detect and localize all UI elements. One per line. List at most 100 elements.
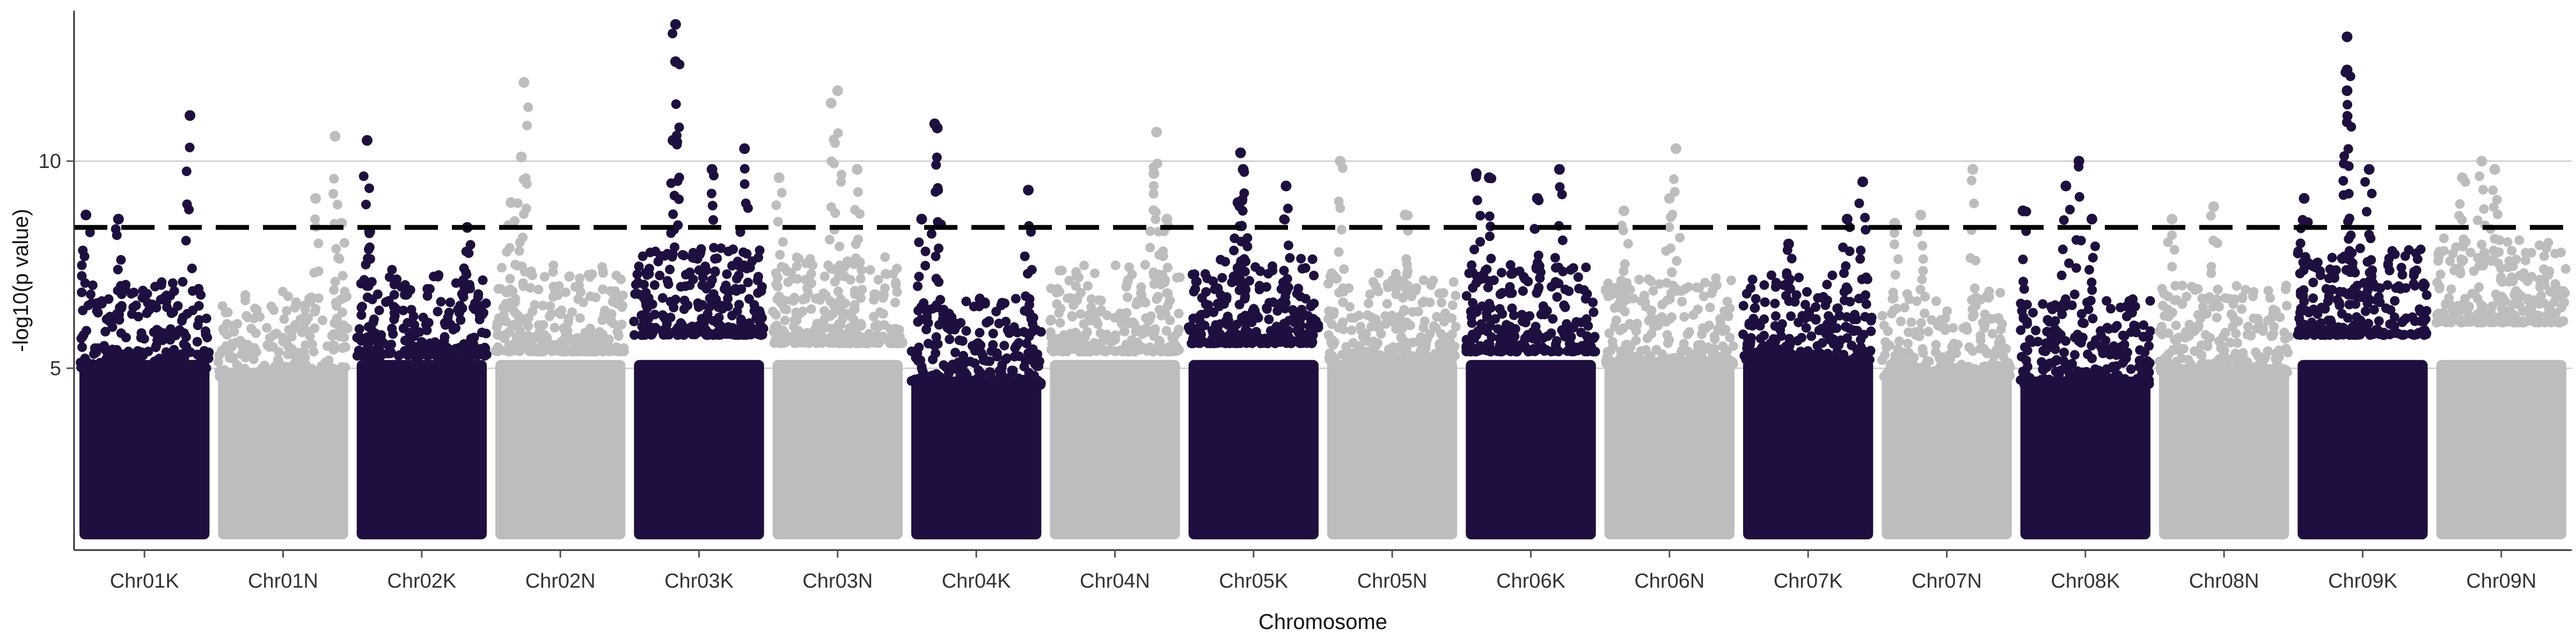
data-point	[215, 371, 225, 382]
data-point	[1287, 305, 1298, 315]
data-point	[1060, 346, 1071, 356]
data-point	[2076, 236, 2086, 246]
x-axis-title: Chromosome	[1258, 610, 1387, 634]
data-point	[2338, 175, 2348, 186]
data-point	[519, 209, 529, 219]
data-point	[2547, 287, 2557, 297]
data-point	[1532, 258, 1542, 268]
data-point	[945, 376, 955, 386]
data-point	[2390, 296, 2400, 306]
data-point	[1811, 314, 1821, 325]
data-point	[1648, 286, 1658, 296]
data-point	[408, 350, 418, 361]
peak-point	[2457, 172, 2468, 184]
data-point	[1411, 283, 1421, 293]
data-point	[2489, 202, 2499, 212]
data-point	[751, 328, 762, 339]
data-point	[1890, 270, 1900, 280]
data-point	[1667, 312, 1677, 322]
data-point	[530, 299, 540, 310]
data-point	[327, 331, 337, 341]
chromosome-chr08k-points	[2016, 156, 2155, 539]
data-point	[121, 332, 131, 342]
data-point	[840, 298, 850, 309]
data-point	[1842, 312, 1852, 322]
data-point	[1965, 253, 1975, 263]
data-point	[749, 300, 759, 310]
data-point	[842, 338, 852, 348]
point-cloud	[1188, 360, 1319, 539]
data-point	[756, 286, 766, 296]
data-point	[2346, 122, 2357, 132]
data-point	[1931, 296, 1941, 306]
data-point	[437, 350, 447, 361]
data-point	[890, 297, 901, 308]
data-point	[649, 280, 660, 290]
data-point	[2267, 313, 2277, 323]
data-point	[2461, 237, 2471, 247]
data-point	[400, 280, 410, 290]
data-point	[2293, 246, 2303, 257]
data-point	[2209, 358, 2220, 368]
data-point	[873, 275, 883, 285]
data-point	[1805, 355, 1816, 365]
data-point	[2462, 317, 2472, 327]
data-point	[402, 289, 413, 299]
data-point	[1240, 291, 1250, 302]
point-cloud	[911, 376, 1042, 539]
data-point	[1212, 338, 1223, 348]
data-point	[356, 310, 367, 320]
peak-point	[518, 77, 530, 88]
data-point	[630, 330, 640, 340]
data-point	[433, 306, 443, 317]
data-point	[539, 272, 550, 282]
data-point	[1831, 339, 1841, 349]
data-point	[738, 262, 749, 273]
data-point	[1696, 351, 1707, 361]
x-tick-label: Chr01K	[110, 570, 179, 592]
data-point	[2544, 310, 2555, 320]
data-point	[829, 264, 839, 274]
data-point	[1297, 304, 1307, 314]
data-point	[2337, 309, 2347, 319]
peak-point	[773, 172, 785, 184]
data-point	[780, 316, 790, 326]
data-point	[736, 314, 746, 325]
data-point	[2454, 306, 2464, 316]
data-point	[338, 270, 348, 281]
data-point	[2058, 244, 2068, 254]
data-point	[358, 171, 369, 181]
data-point	[1886, 309, 1897, 319]
data-point	[2434, 283, 2445, 294]
data-point	[2216, 341, 2227, 351]
data-point	[638, 251, 648, 261]
data-point	[2343, 100, 2353, 110]
data-point	[666, 228, 676, 238]
data-point	[1334, 196, 1344, 207]
data-point	[2325, 264, 2335, 274]
data-point	[255, 312, 265, 322]
data-point	[923, 318, 933, 328]
data-point	[1133, 325, 1144, 335]
data-point	[124, 361, 134, 371]
data-point	[857, 265, 867, 275]
data-point	[2419, 282, 2429, 292]
data-point	[2274, 345, 2284, 355]
peak-point	[832, 85, 843, 96]
data-point	[1499, 332, 1510, 342]
data-point	[2052, 335, 2062, 345]
data-point	[665, 297, 676, 307]
data-point	[506, 286, 516, 296]
data-point	[1858, 346, 1868, 356]
point-cloud	[1604, 360, 1735, 539]
data-point	[935, 295, 946, 305]
data-point	[1242, 241, 1253, 252]
data-point	[1490, 314, 1501, 324]
data-point	[976, 368, 986, 378]
data-point	[1905, 369, 1915, 379]
data-point	[2264, 366, 2274, 376]
data-point	[676, 318, 686, 328]
data-point	[1160, 309, 1170, 319]
chromosome-chr06k-points	[1461, 164, 1600, 539]
data-point	[496, 262, 507, 273]
